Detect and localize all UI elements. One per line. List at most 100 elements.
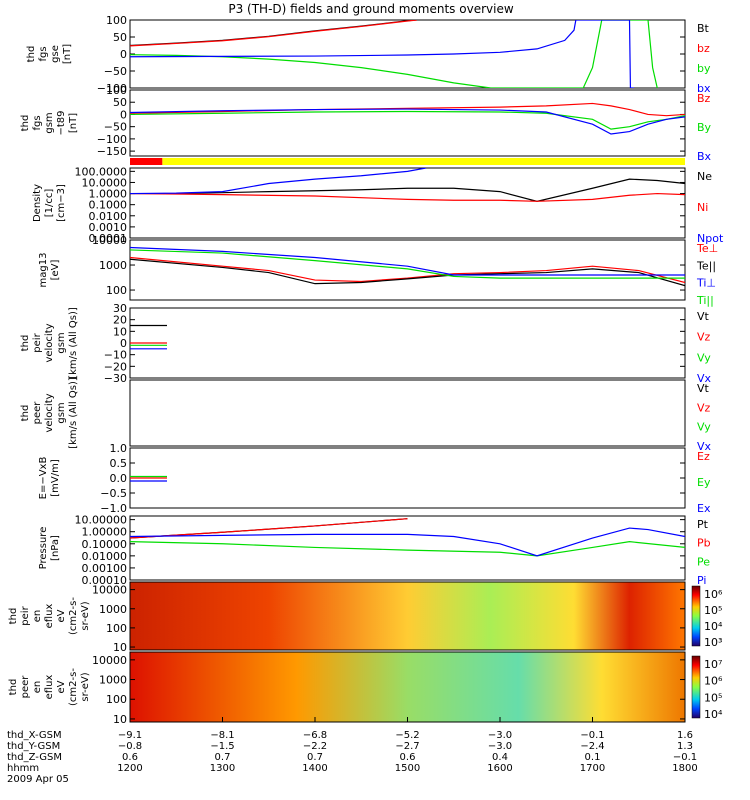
y-axis-label: gsm xyxy=(56,402,67,423)
y-axis-label: fgs xyxy=(32,115,43,130)
y-tick-label: 0.5 xyxy=(110,457,128,470)
x-date-label: 2009 Apr 05 xyxy=(7,774,69,785)
panel-frame xyxy=(129,239,686,301)
y-tick-label: 10 xyxy=(113,641,127,654)
series-line-Ti⊥ xyxy=(130,246,685,276)
y-tick-label: −50 xyxy=(104,65,127,78)
x-row-value: −0.8 xyxy=(118,741,142,752)
y-tick-label: 30 xyxy=(113,302,127,315)
colorbar-tick-label: 10⁴ xyxy=(704,620,723,633)
series-line-Pi xyxy=(130,527,685,557)
x-row-value: −5.2 xyxy=(395,730,419,741)
y-axis-label: sr-eV) xyxy=(80,672,91,701)
x-row-value: 0.6 xyxy=(400,752,416,763)
series-group xyxy=(130,246,685,287)
y-axis-label: thd xyxy=(20,405,31,422)
y-tick-label: −150 xyxy=(97,145,127,158)
y-tick-label: 100 xyxy=(106,693,127,706)
x-row-value: 1.3 xyxy=(677,741,693,752)
y-axis-label: velocity xyxy=(44,393,55,432)
y-axis-label: [cm−3] xyxy=(56,184,67,222)
legend-label: by xyxy=(697,62,711,75)
panel-temperature: 10000 1000 100 mag13 [eV] Te⊥ Te|| Ti⊥ Ti|| xyxy=(38,234,718,307)
legend-label: Vy xyxy=(697,351,711,364)
x-row-value: −2.2 xyxy=(303,741,327,752)
legend-label: Pi xyxy=(697,574,706,587)
series-line-Npot xyxy=(130,168,427,195)
colorbar-tick-label: 10⁷ xyxy=(704,658,722,671)
x-row-value: 1.6 xyxy=(677,730,693,741)
y-tick-label: −0.5 xyxy=(100,487,127,500)
colorbar-tick-label: 10⁶ xyxy=(704,588,723,601)
y-tick-label: 0.00100 xyxy=(82,562,128,575)
x-row-value: 1700 xyxy=(580,763,605,774)
x-row-value: 1300 xyxy=(210,763,235,774)
panel-frame xyxy=(129,19,686,89)
panel-efield: 1.0 0.5 0.0 −0.5 −1.0 E=−VxB [mV/m] Ez Ey Ex xyxy=(38,442,711,515)
legend-label: bx xyxy=(697,82,711,95)
series-line-Pe xyxy=(130,541,685,557)
y-tick-label: 10 xyxy=(113,713,127,726)
legend-label: Vy xyxy=(697,421,711,434)
y-axis-label: [km/s (All Qs)] xyxy=(68,377,79,449)
x-row-value: 1500 xyxy=(395,763,420,774)
y-tick-label: 10000 xyxy=(92,584,127,597)
x-row-value: −2.7 xyxy=(395,741,419,752)
y-tick-label: 50 xyxy=(113,96,127,109)
panel-frame xyxy=(129,307,686,379)
legend-label: Vx xyxy=(697,372,712,385)
chart-title: P3 (TH-D) fields and ground moments over… xyxy=(228,2,513,16)
y-tick-label: 100 xyxy=(106,84,127,97)
colorbar-tick-label: 10⁶ xyxy=(704,675,723,688)
legend-label: Te|| xyxy=(696,259,716,272)
panel-fgs-gse: 100 50 0 −50 −100 thd fgs gse [nT] Bt bz by bx xyxy=(26,14,711,95)
y-tick-label: 10000 xyxy=(92,234,127,247)
y-axis-label: peir xyxy=(32,332,43,352)
y-axis-label: peer xyxy=(32,401,43,425)
y-axis-label: [1/cc] xyxy=(44,189,55,218)
legend-label: bz xyxy=(697,42,710,55)
y-tick-label: 1000 xyxy=(99,603,127,616)
y-tick-label: 0.10000 xyxy=(82,538,128,551)
x-row-value: −0.1 xyxy=(673,752,697,763)
legend-label: Vt xyxy=(697,310,710,323)
legend-label: Pe xyxy=(697,555,710,568)
y-tick-label: 1000 xyxy=(99,259,127,272)
y-tick-label: 0.00010 xyxy=(82,574,128,587)
y-axis-label: [mV/m] xyxy=(50,459,61,497)
colorbar-tick-label: 10⁵ xyxy=(704,604,722,617)
panel-frame xyxy=(129,581,686,651)
y-tick-label: 0.01000 xyxy=(82,550,128,563)
series-line-by xyxy=(130,20,658,88)
y-axis-label: eflux xyxy=(44,675,55,700)
y-tick-label: 20 xyxy=(113,314,127,327)
mode-bar-segment xyxy=(130,158,163,165)
y-axis-label: en xyxy=(32,610,43,623)
y-tick-label: −1.0 xyxy=(100,502,127,515)
y-axis-label: thd xyxy=(8,608,19,625)
y-tick-label: 0 xyxy=(120,48,127,61)
x-row-value: −0.1 xyxy=(580,730,604,741)
x-row-value: 1800 xyxy=(672,763,697,774)
legend-label: Ti|| xyxy=(696,294,714,307)
legend-label: Ni xyxy=(697,201,708,214)
y-axis-label: (cm2-s- xyxy=(68,597,79,635)
colorbar-tick-label: 10⁴ xyxy=(704,708,723,721)
y-tick-label: 0.0100 xyxy=(89,210,128,223)
colorbar: 10⁶ 10⁵ 10⁴ 10³ xyxy=(691,585,723,649)
heatmap-image xyxy=(130,582,685,650)
y-axis-label: [eV] xyxy=(50,260,61,281)
y-tick-label: 1.0 xyxy=(110,442,128,455)
y-tick-label: 10.0000 xyxy=(82,176,128,189)
y-tick-label: 100 xyxy=(106,622,127,635)
y-axis-label: thd xyxy=(8,679,19,696)
colorbar-scale xyxy=(691,585,701,647)
panel-frame xyxy=(129,167,686,239)
y-axis-label: Density xyxy=(32,184,43,222)
series-line-Ti|| xyxy=(130,249,685,279)
x-row-value: 0.7 xyxy=(307,752,323,763)
legend-label: Npot xyxy=(697,232,724,245)
